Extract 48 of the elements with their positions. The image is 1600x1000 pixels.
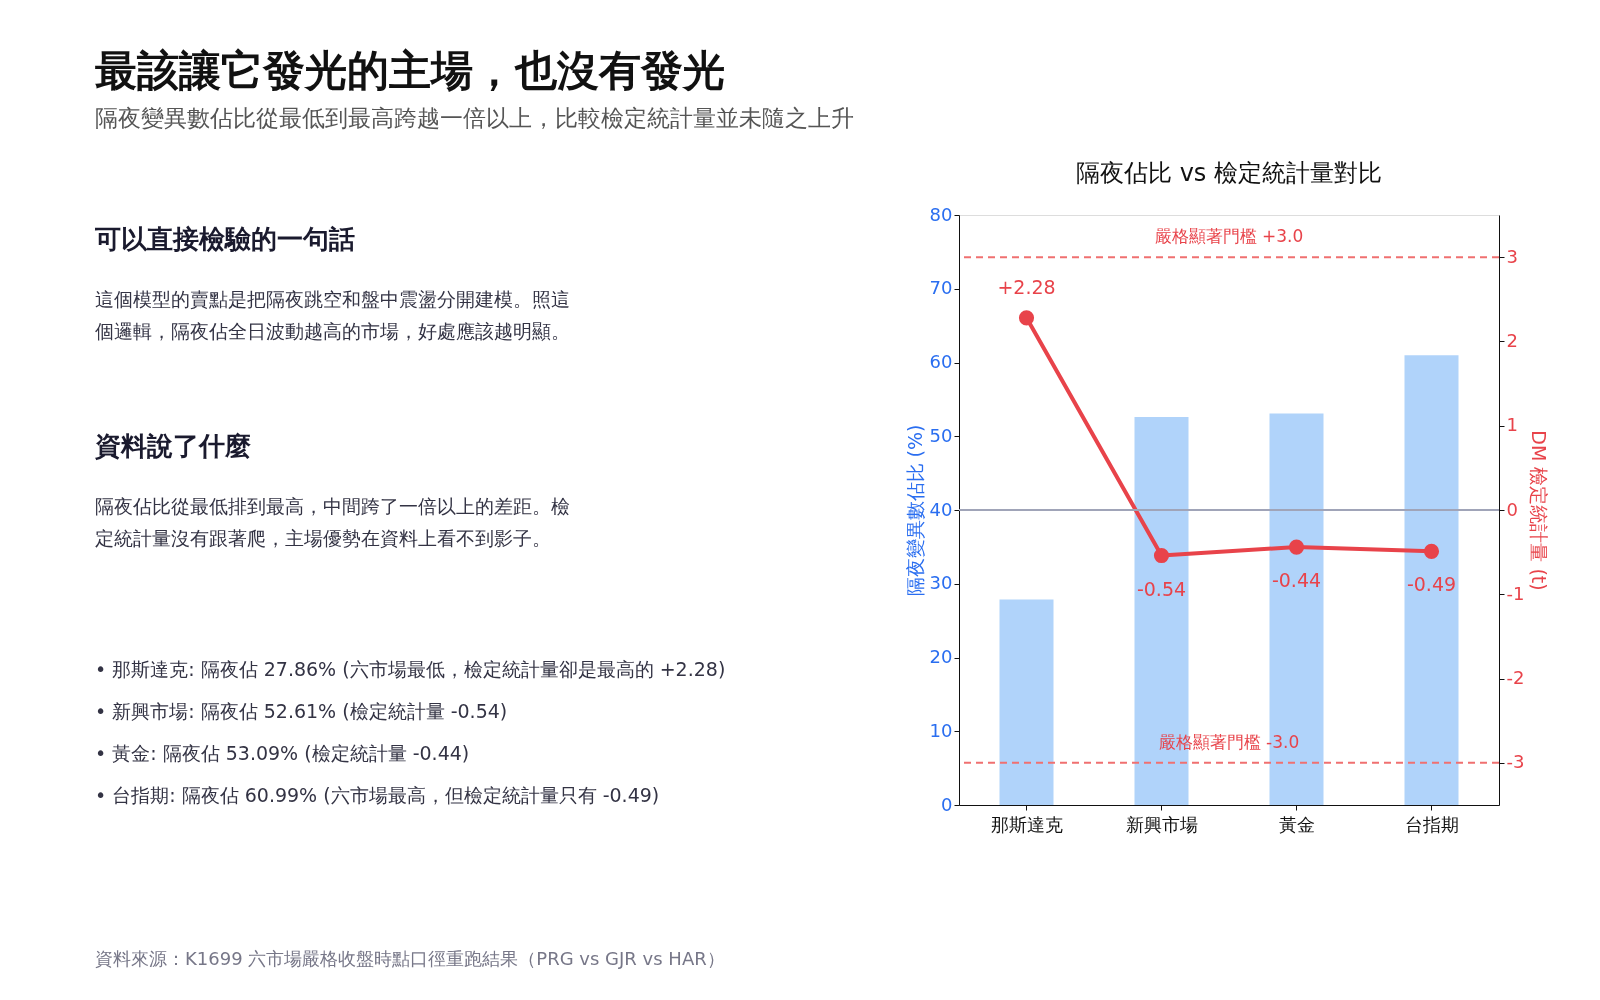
text: 這個模型的賣點是把隔夜跳空和盤中震盪分開建模。照這 xyxy=(95,288,570,310)
x-tick-label: 那斯達克 xyxy=(990,813,1063,835)
y-tick-label: 10 xyxy=(929,719,953,741)
text: 隔夜變異數佔比從最低到最高跨越一倍以上，比較檢定統計量並未隨之上升 xyxy=(95,104,854,131)
text: • 那斯達克: 隔夜佔 27.86% (六市場最低，檢定統計量卻是最高的 +2.28) xyxy=(95,658,726,680)
bar xyxy=(1404,355,1459,805)
ref-line-label: 嚴格顯著門檻 +3.0 xyxy=(1154,226,1304,247)
ref-line-label: 嚴格顯著門檻 -3.0 xyxy=(1158,731,1300,752)
x-tick-label: 台指期 xyxy=(1404,813,1459,835)
y2-tick-label: 0 xyxy=(1506,498,1518,520)
y-tick-label: 0 xyxy=(941,793,953,815)
point xyxy=(1288,539,1305,555)
text: 最該讓它發光的主場，也沒有發光 xyxy=(95,45,725,95)
y2-tick-label: 2 xyxy=(1506,329,1518,351)
y-axis-title: 隔夜變異數佔比 (%) xyxy=(903,424,926,597)
y-tick-label: 50 xyxy=(929,424,953,446)
y-tick-label: 80 xyxy=(929,203,953,225)
y-tick-label: 60 xyxy=(929,351,953,372)
y-tick-label: 20 xyxy=(929,646,953,667)
point xyxy=(1153,547,1170,564)
data-label: -0.54 xyxy=(1136,577,1187,600)
y-tick-label: 30 xyxy=(929,572,953,594)
x-tick-label: 新興市場 xyxy=(1125,813,1198,835)
y2-tick-label: 1 xyxy=(1506,414,1518,436)
y-tick-label: 70 xyxy=(929,277,953,299)
text: • 新興市場: 隔夜佔 52.61% (檢定統計量 -0.54) xyxy=(95,700,508,722)
y2-tick-label: -1 xyxy=(1506,582,1525,604)
text: • 黃金: 隔夜佔 53.09% (檢定統計量 -0.44) xyxy=(95,742,470,764)
chart-title: 隔夜佔比 vs 檢定統計量對比 xyxy=(1076,159,1382,187)
text: 資料說了什麼 xyxy=(94,431,251,461)
data-label: +2.28 xyxy=(997,275,1056,298)
source-note: 資料來源：K1699 六市場嚴格收盤時點口徑重跑結果（PRG vs GJR vs HAR） xyxy=(95,948,725,969)
text: 可以直接檢驗的一句話 xyxy=(94,224,355,254)
x-tick-label: 黃金 xyxy=(1278,813,1315,835)
point xyxy=(1018,310,1035,326)
text: 定統計量沒有跟著爬，主場優勢在資料上看不到影子。 xyxy=(95,527,551,549)
data-label: -0.44 xyxy=(1271,569,1322,592)
point xyxy=(1423,543,1440,559)
bar xyxy=(999,599,1054,805)
text: • 台指期: 隔夜佔 60.99% (六市場最高，但檢定統計量只有 -0.49) xyxy=(95,784,660,806)
text: 個邏輯，隔夜佔全日波動越高的市場，好處應該越明顯。 xyxy=(95,320,570,342)
y2-axis-title: DM 檢定統計量 (t) xyxy=(1528,430,1551,591)
y-tick-label: 40 xyxy=(929,498,953,520)
data-label: -0.49 xyxy=(1406,573,1457,596)
y2-tick-label: -2 xyxy=(1506,667,1525,689)
y2-tick-label: -3 xyxy=(1506,751,1525,773)
y2-tick-label: 3 xyxy=(1506,245,1518,267)
text: 隔夜佔比從最低排到最高，中間跨了一倍以上的差距。檢 xyxy=(95,495,570,517)
